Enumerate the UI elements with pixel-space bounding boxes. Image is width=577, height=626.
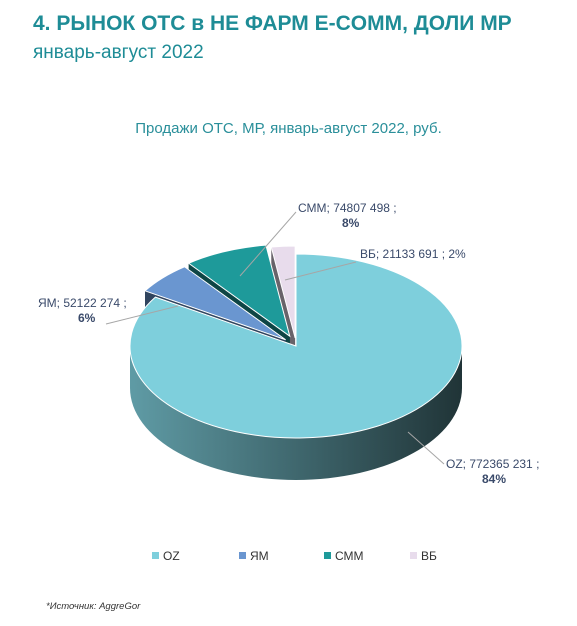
legend-label-СММ: СММ bbox=[335, 549, 364, 563]
slice-OZ bbox=[129, 253, 463, 439]
legend-swatch-ВБ bbox=[410, 552, 417, 559]
leader-line-ЯМ bbox=[105, 305, 179, 325]
legend-swatch-OZ bbox=[152, 552, 159, 559]
slice-ВБ bbox=[270, 245, 296, 339]
data-label-OZ: OZ; 772365 231 ; bbox=[446, 457, 539, 471]
page-subtitle: январь-август 2022 bbox=[33, 42, 204, 63]
leader-line-СММ bbox=[239, 211, 297, 277]
data-label-ЯМ: ЯМ; 52122 274 ; bbox=[38, 296, 127, 310]
chart-title: Продажи ОТС, МР, январь-август 2022, руб… bbox=[135, 120, 442, 137]
page-title: 4. РЫНОК ОТС в НЕ ФАРМ E-COMM, ДОЛИ МР bbox=[33, 12, 512, 35]
slice-ЯМ bbox=[144, 266, 286, 341]
leader-line-OZ bbox=[407, 431, 445, 465]
legend-swatch-СММ bbox=[324, 552, 331, 559]
slice-side-OZ bbox=[130, 346, 462, 480]
data-label-ВБ: ВБ; 21133 691 ; 2% bbox=[360, 247, 466, 261]
source-note: *Источник: AggreGor bbox=[46, 601, 141, 612]
leader-line-ВБ bbox=[284, 261, 357, 281]
slice-СММ bbox=[187, 244, 291, 338]
data-label-СММ: СММ; 74807 498 ; bbox=[298, 201, 397, 215]
legend-label-OZ: OZ bbox=[163, 549, 180, 563]
legend-label-ЯМ: ЯМ bbox=[250, 549, 269, 563]
percent-label-OZ: 84% bbox=[482, 472, 506, 486]
percent-label-СММ: 8% bbox=[342, 216, 360, 230]
legend-swatch-ЯМ bbox=[239, 552, 246, 559]
percent-label-ЯМ: 6% bbox=[78, 311, 96, 325]
legend-label-ВБ: ВБ bbox=[421, 549, 437, 563]
